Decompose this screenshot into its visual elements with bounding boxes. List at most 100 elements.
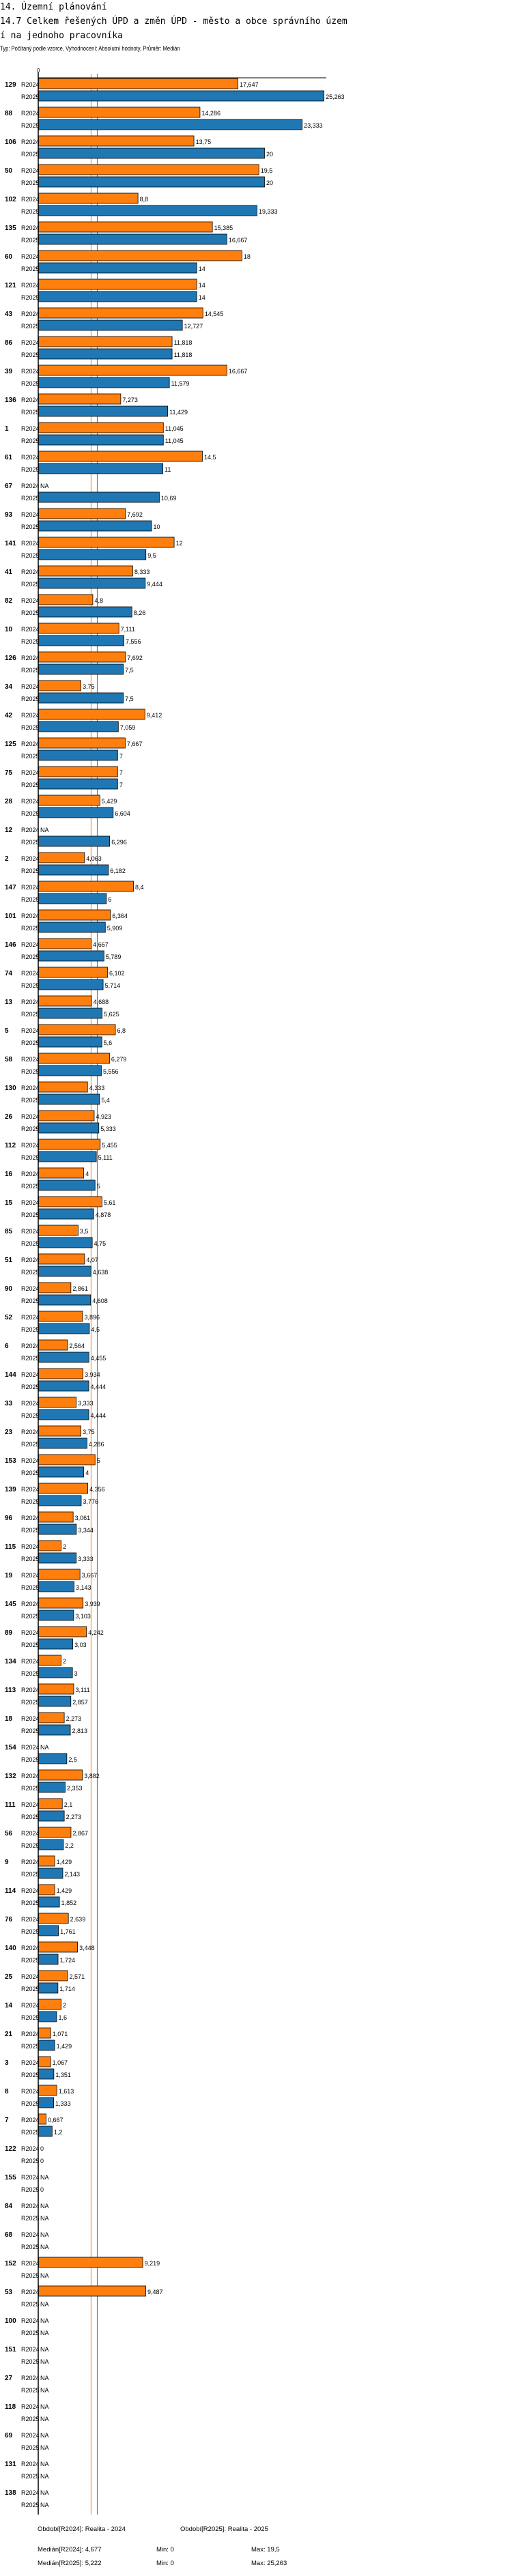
bar-r2025 — [38, 1323, 90, 1334]
value-label: 3,333 — [78, 1556, 94, 1562]
chart-subtitle: Typ: Počítaný podle vzorce, Vyhodnocení:… — [0, 45, 180, 52]
na-label: NA — [40, 2403, 49, 2410]
bar-r2024 — [38, 78, 238, 89]
bar-r2024 — [38, 1024, 116, 1035]
series-label: R2024 — [21, 569, 40, 575]
bar-r2025 — [38, 1810, 65, 1822]
value-label: 11 — [165, 466, 171, 473]
series-label: R2025 — [21, 810, 40, 817]
value-label: 8,4 — [135, 884, 144, 891]
series-label: R2024 — [21, 540, 40, 547]
value-label: 0,667 — [48, 2117, 63, 2123]
series-label: R2025 — [21, 638, 40, 645]
series-label: R2025 — [21, 2358, 40, 2365]
series-label: R2024 — [21, 683, 40, 690]
series-label: R2025 — [21, 2416, 40, 2422]
value-label: 5,4 — [101, 1097, 110, 1104]
bar-r2024 — [38, 1712, 65, 1723]
na-label: NA — [40, 1744, 49, 1751]
category-label: 51 — [5, 1257, 13, 1264]
series-label: R2025 — [21, 896, 40, 903]
bar-r2024 — [38, 1655, 61, 1666]
value-label: 1,429 — [57, 1859, 72, 1865]
category-label: 151 — [5, 2346, 16, 2353]
value-label: 1,724 — [60, 1957, 76, 1964]
bar-r2025 — [38, 864, 109, 876]
series-label: R2024 — [21, 425, 40, 432]
bar-r2024 — [38, 881, 134, 892]
bar-r2024 — [38, 938, 92, 949]
category-label: 43 — [5, 311, 13, 318]
na-label: NA — [40, 2473, 49, 2480]
bar-r2024 — [38, 192, 139, 204]
value-label: 0 — [40, 2186, 44, 2193]
category-label: 52 — [5, 1314, 13, 1321]
series-label: R2024 — [21, 139, 40, 145]
na-label: NA — [40, 827, 49, 833]
na-label: NA — [40, 2346, 49, 2353]
series-label: R2024 — [21, 2174, 40, 2181]
value-label: 7,5 — [125, 696, 134, 702]
series-label: R2025 — [21, 1642, 40, 1648]
value-label: 9,219 — [145, 2260, 160, 2267]
bar-r2025 — [38, 663, 124, 675]
value-label: 9,444 — [147, 581, 162, 588]
series-label: R2025 — [21, 839, 40, 846]
category-label: 14 — [5, 2002, 13, 2009]
value-label: 4,5 — [91, 1326, 100, 1333]
bar-r2025 — [38, 1867, 63, 1879]
series-label: R2025 — [21, 2072, 40, 2078]
series-label: R2024 — [21, 1285, 40, 1292]
category-label: 147 — [5, 884, 16, 891]
series-label: R2025 — [21, 1728, 40, 1734]
bar-r2024 — [38, 2257, 143, 2268]
series-label: R2025 — [21, 352, 40, 358]
value-label: 3,75 — [83, 683, 95, 690]
series-label: R2024 — [21, 1629, 40, 1636]
bar-r2025 — [38, 778, 118, 790]
bar-r2025 — [38, 1552, 77, 1564]
bar-r2024 — [38, 450, 203, 462]
bar-r2024 — [38, 2056, 51, 2067]
bar-r2024 — [38, 2027, 51, 2039]
value-label: 2,2 — [65, 1842, 74, 1849]
series-label: R2025 — [21, 2444, 40, 2451]
value-label: 5,556 — [103, 1068, 119, 1075]
bar-r2025 — [38, 749, 118, 761]
value-label: 6,279 — [111, 1056, 127, 1063]
bar-r2024 — [38, 364, 227, 376]
bar-r2025 — [38, 520, 152, 532]
bar-r2024 — [38, 1597, 84, 1609]
na-label: NA — [40, 2502, 49, 2508]
bar-r2024 — [38, 795, 100, 806]
value-label: 7,5 — [125, 667, 134, 674]
section-title: 14. Územní plánování — [0, 2, 107, 12]
category-label: 155 — [5, 2174, 16, 2181]
series-label: R2024 — [21, 1371, 40, 1378]
bar-r2025 — [38, 434, 164, 446]
value-label: 5 — [97, 1457, 100, 1464]
value-label: 2,861 — [72, 1285, 88, 1292]
bar-r2025 — [38, 979, 104, 990]
bar-r2024 — [38, 1368, 84, 1379]
bar-r2025 — [38, 291, 197, 302]
bar-r2024 — [38, 135, 195, 147]
value-label: 5,714 — [105, 982, 121, 989]
value-label: 20 — [266, 180, 273, 186]
series-label: R2024 — [21, 827, 40, 833]
series-label: R2025 — [21, 954, 40, 960]
value-label: 8,333 — [134, 569, 150, 575]
series-label: R2024 — [21, 1027, 40, 1034]
category-label: 140 — [5, 1945, 16, 1952]
value-label: 4,286 — [89, 1441, 104, 1448]
value-label: 18 — [244, 253, 251, 260]
value-label: 4,444 — [91, 1412, 106, 1419]
series-label: R2025 — [21, 1613, 40, 1620]
value-label: 1,613 — [59, 2088, 74, 2095]
series-label: R2025 — [21, 581, 40, 588]
category-label: 134 — [5, 1658, 16, 1665]
na-label: NA — [40, 2432, 49, 2439]
value-label: 2,353 — [67, 1785, 83, 1792]
value-label: 1,852 — [61, 1900, 77, 1906]
na-label: NA — [40, 2203, 49, 2209]
